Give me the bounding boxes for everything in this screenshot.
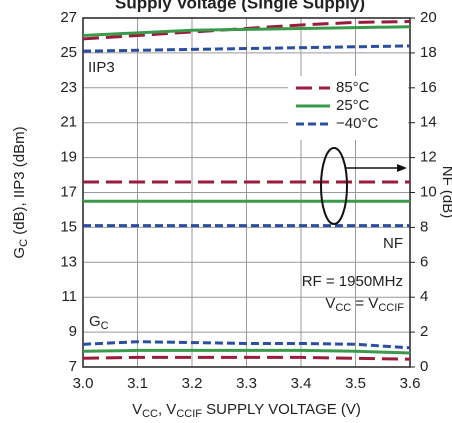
x-axis-label-part: , V bbox=[158, 401, 176, 418]
x-tick-label: 3.0 bbox=[73, 375, 94, 392]
x-axis-label: VCC, VCCIF SUPPLY VOLTAGE (V) bbox=[132, 401, 361, 420]
y2-tick-label: 14 bbox=[420, 114, 437, 131]
y2-axis-label: NF (dB) bbox=[439, 166, 452, 219]
legend-label: 25°C bbox=[336, 97, 370, 114]
callout-arrowhead bbox=[397, 164, 407, 172]
chart-title: Supply Voltage (Single Supply) bbox=[115, 0, 365, 12]
y-tick-label: 13 bbox=[60, 253, 77, 270]
y2-tick-label: 2 bbox=[420, 323, 428, 340]
x-tick-label: 3.2 bbox=[182, 375, 203, 392]
y2-tick-label: 18 bbox=[420, 44, 437, 61]
series-line bbox=[82, 355, 411, 361]
y-tick-label: 25 bbox=[60, 44, 77, 61]
y-tick-label: 7 bbox=[69, 358, 77, 375]
y-axis-label: GC (dB), IIP3 (dBm) bbox=[11, 126, 30, 258]
series-line bbox=[82, 44, 411, 53]
plot-frame bbox=[82, 17, 411, 368]
x-axis-label-part: CC bbox=[142, 408, 158, 420]
legend-label: 85°C bbox=[336, 79, 370, 96]
x-axis-label-part: CCIF bbox=[176, 408, 202, 420]
y2-tick-label: 0 bbox=[420, 358, 428, 375]
annotation-part: = V bbox=[351, 295, 378, 312]
y-tick-label: 15 bbox=[60, 218, 77, 235]
annotation-part: CCIF bbox=[378, 302, 404, 314]
x-tick-label: 3.6 bbox=[400, 375, 421, 392]
annotation-part: IIP3 bbox=[88, 59, 115, 76]
y2-tick-label: 4 bbox=[420, 288, 428, 305]
y-tick-label: 17 bbox=[60, 183, 77, 200]
legend-label: −40°C bbox=[336, 115, 378, 132]
y2-tick-label: 8 bbox=[420, 218, 428, 235]
annotation: NF bbox=[383, 235, 403, 252]
y2-tick-label: 16 bbox=[420, 79, 437, 96]
x-axis-label-part: V bbox=[132, 401, 142, 418]
y-axis-label-part: G bbox=[11, 247, 28, 259]
y-tick-label: 23 bbox=[60, 79, 77, 96]
series-line bbox=[82, 340, 411, 350]
y-tick-label: 19 bbox=[60, 149, 77, 166]
annotation: RF = 1950MHz bbox=[302, 273, 403, 290]
series-line bbox=[82, 25, 411, 37]
x-tick-label: 3.3 bbox=[236, 375, 257, 392]
annotation-part: RF = 1950MHz bbox=[302, 273, 403, 290]
x-tick-label: 3.4 bbox=[291, 375, 312, 392]
y-tick-label: 11 bbox=[61, 288, 77, 305]
annotation-part: NF bbox=[383, 235, 403, 252]
x-tick-label: 3.1 bbox=[127, 375, 148, 392]
x-axis-label-part: SUPPLY VOLTAGE (V) bbox=[202, 401, 361, 418]
y-tick-label: 9 bbox=[69, 323, 77, 340]
y-axis-label-part: (dB), IIP3 (dBm) bbox=[11, 126, 28, 239]
series-line bbox=[82, 348, 411, 355]
annotation-part: G bbox=[89, 313, 101, 330]
callout-ellipse bbox=[320, 147, 348, 225]
annotation: VCC = VCCIF bbox=[325, 295, 404, 314]
y-tick-label: 21 bbox=[60, 114, 77, 131]
annotation-part: C bbox=[101, 320, 109, 332]
y-axis-label-part: C bbox=[18, 239, 30, 247]
y2-tick-label: 6 bbox=[420, 253, 428, 270]
x-tick-label: 3.5 bbox=[345, 375, 366, 392]
y2-tick-label: 20 bbox=[420, 9, 437, 26]
annotation: IIP3 bbox=[88, 59, 115, 76]
y-tick-label: 27 bbox=[60, 9, 77, 26]
annotation-part: CC bbox=[335, 302, 351, 314]
annotation-part: V bbox=[325, 295, 335, 312]
y2-tick-label: 12 bbox=[420, 149, 437, 166]
annotation: GC bbox=[89, 313, 109, 332]
y2-tick-label: 10 bbox=[420, 183, 437, 200]
